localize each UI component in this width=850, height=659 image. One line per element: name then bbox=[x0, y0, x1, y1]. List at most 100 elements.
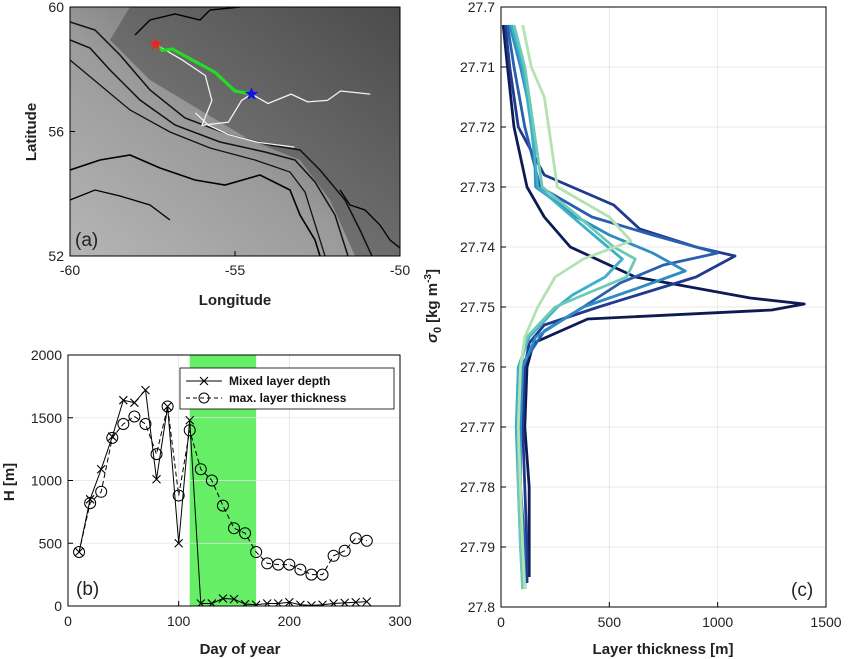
legend-x-marker-icon bbox=[199, 376, 209, 386]
profile-line-7 bbox=[516, 24, 633, 590]
timeseries-x-tick-label: 0 bbox=[64, 613, 72, 629]
mld-point bbox=[218, 594, 228, 603]
unit-text: [kg m bbox=[424, 283, 441, 323]
profile-y-tick-label: 27.77 bbox=[460, 419, 495, 435]
panel-a-label: (a) bbox=[75, 230, 98, 251]
thickness-point bbox=[327, 549, 340, 562]
profile-y-tick-label: 27.79 bbox=[460, 539, 495, 555]
mld-point bbox=[118, 395, 128, 405]
map-panel: -60 -55 -50 52 56 60 (a) Longitude Latitude bbox=[23, 0, 410, 309]
mld-point bbox=[329, 599, 338, 606]
unit-close: ] bbox=[424, 269, 441, 274]
thickness-point bbox=[239, 527, 252, 540]
mld-point bbox=[74, 547, 84, 557]
panel-c-label: (c) bbox=[791, 580, 813, 601]
thickness-point bbox=[139, 418, 152, 431]
end-marker bbox=[244, 87, 259, 100]
coastline bbox=[70, 154, 321, 256]
thickness-point bbox=[106, 431, 119, 444]
unit-exponent: -3 bbox=[423, 274, 434, 283]
mld-point bbox=[229, 594, 239, 604]
thickness-point bbox=[73, 546, 86, 559]
mld-point bbox=[96, 464, 106, 474]
thickness-point bbox=[294, 563, 307, 576]
mld-point bbox=[85, 494, 95, 504]
start-marker bbox=[149, 37, 163, 50]
profile-x-tick-label: 500 bbox=[598, 614, 622, 630]
profile-line-1 bbox=[501, 24, 806, 577]
profile-x-tick-label: 1000 bbox=[702, 614, 733, 630]
thickness-point bbox=[250, 546, 263, 559]
timeseries-y-tick-label: 1000 bbox=[31, 473, 62, 489]
thickness-point bbox=[360, 534, 373, 547]
profile-y-tick-label: 27.76 bbox=[460, 359, 495, 375]
coastline bbox=[134, 7, 241, 36]
profile-x-tick-label: 1500 bbox=[810, 614, 841, 630]
timeseries-x-tick-label: 200 bbox=[278, 613, 302, 629]
profile-panel: 0 500 1000 1500 27.7 27.71 27.72 27.73 27.74 27.7… bbox=[423, 0, 842, 658]
sigma-subscript: 0 bbox=[432, 327, 444, 333]
profile-y-tick-label: 27.71 bbox=[460, 59, 495, 75]
thickness-point bbox=[316, 568, 329, 581]
map-x-tick-label: -55 bbox=[225, 262, 245, 278]
sigma-symbol: σ bbox=[424, 332, 441, 343]
mld-point bbox=[351, 597, 361, 606]
mld-point bbox=[141, 385, 150, 395]
thickness-point bbox=[283, 558, 296, 571]
mld-point bbox=[296, 600, 305, 606]
thickness-point bbox=[228, 522, 240, 535]
mld-point bbox=[152, 474, 161, 484]
map-y-axis-label: Latitude bbox=[23, 103, 40, 161]
float-track-green bbox=[154, 43, 252, 96]
profile-y-tick-label: 27.78 bbox=[460, 479, 495, 495]
timeseries-y-tick-label: 2000 bbox=[31, 347, 62, 363]
panel-b-label: (b) bbox=[76, 579, 99, 600]
timeseries-y-axis-label: H [m] bbox=[1, 463, 18, 501]
profile-y-axis-label: σ0 [kg m-3] bbox=[423, 269, 444, 343]
mld-point bbox=[273, 599, 283, 606]
thickness-point bbox=[172, 489, 185, 502]
timeseries-x-tick-label: 300 bbox=[388, 613, 412, 629]
mld-point bbox=[163, 402, 172, 411]
thickness-point bbox=[95, 485, 108, 498]
thickness-point bbox=[216, 499, 229, 512]
map-y-tick-label: 60 bbox=[48, 0, 64, 15]
profile-y-tick-label: 27.75 bbox=[460, 299, 495, 315]
mld-point bbox=[307, 600, 316, 606]
thickness-point bbox=[338, 544, 351, 557]
mld-point bbox=[185, 415, 195, 425]
thickness-point bbox=[183, 424, 196, 437]
mld-point bbox=[196, 599, 206, 606]
float-track-white bbox=[155, 43, 371, 127]
thickness-point bbox=[205, 474, 218, 487]
map-y-tick-label: 52 bbox=[48, 248, 64, 264]
profile-y-tick-label: 27.72 bbox=[460, 119, 495, 135]
bathymetry-contour bbox=[70, 59, 326, 256]
timeseries-x-axis-label: Day of year bbox=[200, 641, 281, 658]
timeseries-x-tick-label: 100 bbox=[167, 613, 191, 629]
thickness-point bbox=[194, 463, 207, 476]
profile-y-tick-label: 27.73 bbox=[460, 179, 495, 195]
mld-point bbox=[318, 600, 327, 606]
profile-x-tick-label: 0 bbox=[497, 614, 505, 630]
float-track-white bbox=[194, 112, 295, 148]
mld-point bbox=[107, 432, 117, 441]
coastline bbox=[339, 189, 400, 249]
mld-point bbox=[251, 600, 261, 606]
thickness-point bbox=[349, 532, 362, 545]
mld-point bbox=[130, 398, 139, 408]
timeseries-panel: 0 100 200 300 0 500 1000 1500 2000 Mixed layer d… bbox=[1, 347, 412, 658]
timeseries-y-tick-label: 500 bbox=[39, 535, 63, 551]
coastline bbox=[70, 189, 171, 221]
map-y-tick-label: 56 bbox=[48, 124, 64, 140]
thickness-point bbox=[117, 418, 130, 431]
legend-label-thickness: max. layer thickness bbox=[229, 391, 347, 405]
legend-box bbox=[179, 367, 395, 410]
mld-point bbox=[174, 538, 184, 548]
profile-y-tick-label: 27.7 bbox=[468, 0, 495, 15]
map-x-tick-label: -60 bbox=[60, 262, 80, 278]
profile-y-tick-label: 27.74 bbox=[460, 239, 495, 255]
bathymetry-contour bbox=[70, 39, 349, 256]
thickness-point bbox=[150, 448, 163, 461]
